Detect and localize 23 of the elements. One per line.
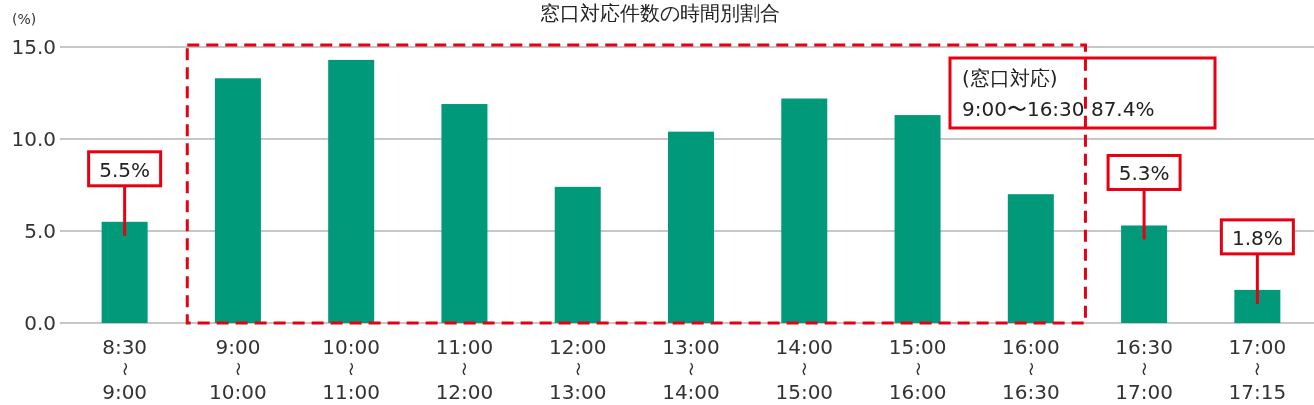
bar [781,98,828,323]
bar [328,59,375,323]
bar [441,104,488,323]
bar [668,131,714,323]
bar [1121,225,1168,323]
y-tick-label: 0.0 [24,311,56,335]
annotation-box: (窓口対応) 9:00〜16:30 87.4% [948,56,1217,130]
data-label: 5.5% [99,157,151,182]
y-axis-title: (%) [12,11,37,27]
data-label: 1.8% [1231,225,1283,250]
data-label: 5.3% [1118,161,1170,186]
bar [1234,289,1281,323]
chart-title: 窓口対応件数の時間別割合 [540,1,780,25]
bar [1007,194,1054,323]
y-tick-label: 10.0 [11,127,56,151]
bar [214,78,261,323]
y-tick-label: 5.0 [24,219,56,243]
y-tick-label: 15.0 [11,35,56,59]
bar [894,115,941,323]
annotation: 9:00〜16:30 87.4% [962,97,1155,121]
bar [101,221,148,323]
annotation: (窓口対応) [962,66,1058,90]
bar [554,186,601,323]
